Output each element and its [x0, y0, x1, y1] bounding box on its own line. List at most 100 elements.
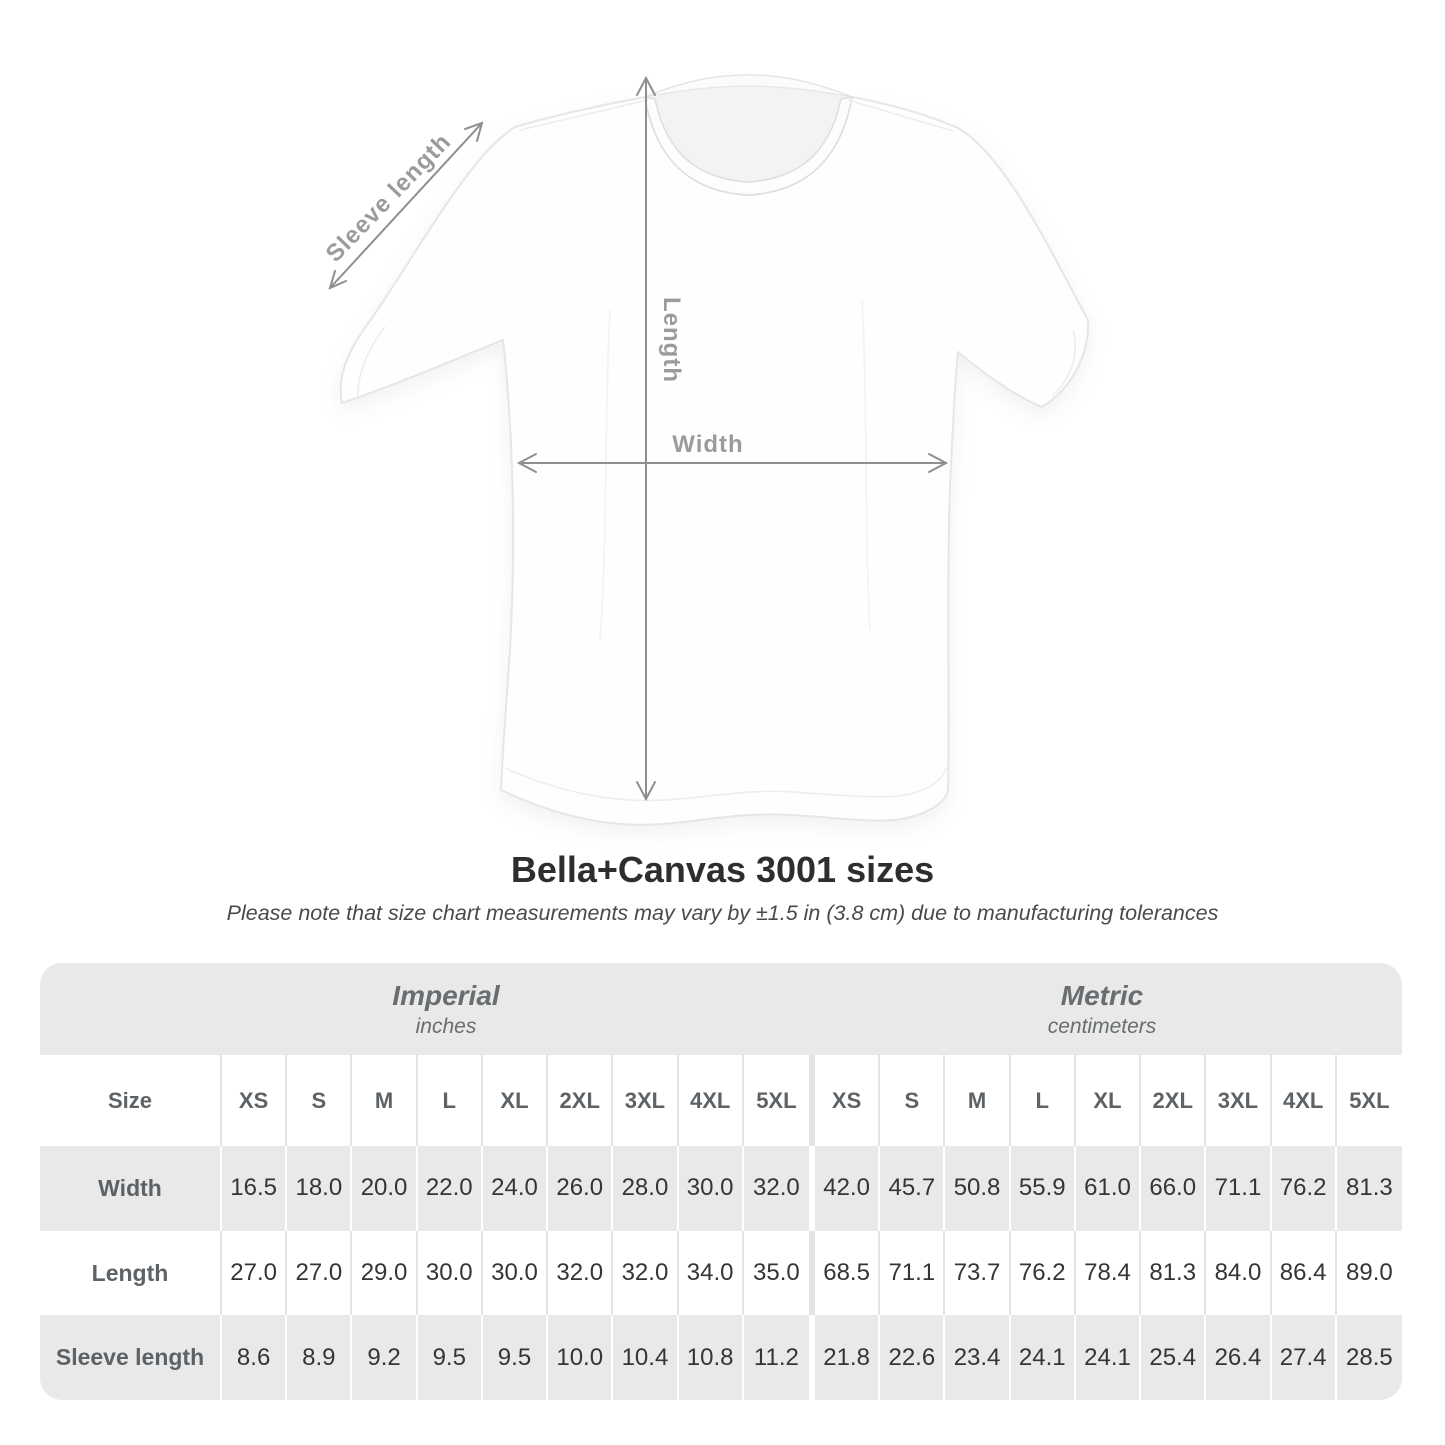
size-header-metric-2xl: 2XL: [1141, 1055, 1207, 1146]
value-cell-metric: 81.3: [1346, 1174, 1393, 1202]
value-cell-metric: 73.7: [945, 1230, 1011, 1316]
metric-label: Metric: [1060, 979, 1144, 1011]
unit-group-header-row: Imperial inches Metric centimeters: [40, 963, 1402, 1055]
fabric-wrinkle: [861, 299, 871, 631]
tolerance-note: Please note that size chart measurements…: [226, 901, 1219, 925]
value-cell-metric: 76.2: [1272, 1146, 1337, 1231]
left-cuff-stitch: [357, 326, 386, 399]
value-cell-imperial: 30.0: [418, 1230, 483, 1316]
value-cell-metric: 23.4: [945, 1315, 1011, 1400]
right-shoulder-seam: [847, 99, 954, 132]
width-arrow: [516, 453, 949, 473]
value-cell-imperial: 32.0: [753, 1174, 800, 1202]
page-title: Bella+Canvas 3001 sizes: [510, 849, 935, 890]
value-cell-metric: 66.0: [1141, 1146, 1207, 1231]
value-cell-metric: 27.4: [1272, 1315, 1337, 1400]
value-cell-metric: 45.7: [880, 1146, 946, 1231]
value-cell-imperial: 29.0: [352, 1230, 418, 1316]
size-header-imperial-4xl: 4XL: [679, 1055, 744, 1146]
fabric-wrinkle: [599, 309, 611, 641]
metric-group-header: Metric centimeters: [812, 963, 1402, 1055]
value-cell-imperial: 10.4: [613, 1315, 679, 1400]
imperial-unit: inches: [415, 1014, 477, 1038]
size-header-imperial-xl: XL: [483, 1055, 549, 1146]
value-cell-metric: 21.8: [815, 1315, 881, 1400]
value-cell-imperial: 16.5: [222, 1146, 288, 1231]
value-cell-imperial: 20.0: [352, 1146, 418, 1231]
value-cell-imperial: 9.5: [418, 1315, 483, 1400]
value-cell-metric: 68.5: [815, 1230, 881, 1316]
row-label: Sleeve length: [40, 1315, 222, 1400]
value-cell-imperial: 8.6: [222, 1315, 288, 1400]
left-shoulder-seam: [519, 99, 649, 131]
tshirt-graphic: [339, 74, 1090, 826]
value-cell-imperial: 30.0: [679, 1146, 744, 1231]
right-cuff-stitch: [1051, 329, 1076, 397]
size-header-metric-xs: XS: [815, 1055, 881, 1146]
size-header-imperial-l: L: [418, 1055, 483, 1146]
value-cell-imperial: 30.0: [483, 1230, 549, 1316]
value-cell-imperial: 35.0: [753, 1259, 800, 1286]
value-cell-metric: 24.1: [1076, 1315, 1142, 1400]
value-cell-imperial: 8.9: [287, 1315, 353, 1400]
size-header-metric-m: M: [945, 1055, 1011, 1146]
value-cell-metric: 61.0: [1076, 1146, 1142, 1231]
value-cell-metric: 55.9: [1011, 1146, 1076, 1231]
value-cell-metric: 71.1: [880, 1230, 946, 1316]
value-cell-metric: 24.1: [1011, 1315, 1076, 1400]
front-collar-band: [644, 96, 853, 196]
size-header-metric-3xl: 3XL: [1206, 1055, 1272, 1146]
value-cell-imperial: 24.0: [483, 1146, 549, 1231]
length-arrow: [636, 75, 656, 802]
value-cell-imperial: 32.0: [548, 1230, 614, 1316]
size-table: Imperial inches Metric centimeters Size X…: [40, 963, 1402, 1400]
value-cell-imperial: 18.0: [287, 1146, 353, 1231]
value-cell-metric: 89.0: [1346, 1259, 1393, 1286]
imperial-group-header: Imperial inches: [40, 963, 812, 1055]
value-cell-imperial: 32.0: [613, 1230, 679, 1316]
section-divider: [808, 1230, 815, 1316]
table-row-length: Length 27.0 27.0 29.0 30.0 30.0 32.0 32.0 34.0 35…: [40, 1230, 1402, 1316]
value-cell-imperial: 9.2: [352, 1315, 418, 1400]
value-cell-imperial: 11.2: [753, 1343, 799, 1371]
value-cell-metric: 25.4: [1141, 1315, 1207, 1400]
size-header-imperial-2xl: 2XL: [548, 1055, 614, 1146]
value-cell-metric: 76.2: [1011, 1230, 1076, 1316]
size-header-metric-s: S: [880, 1055, 946, 1146]
value-cell-metric: 28.5: [1346, 1343, 1393, 1371]
size-header-imperial-3xl: 3XL: [613, 1055, 679, 1146]
tshirt-measurement-diagram: Length Width Sleeve length: [321, 74, 1090, 826]
table-row-width: Width 16.5 18.0 20.0 22.0 24.0 26.0 28.0 30.0 32.…: [40, 1146, 1402, 1231]
section-divider: [808, 1315, 815, 1400]
row-label: Length: [40, 1230, 222, 1316]
length-dimension-label: Length: [658, 297, 685, 383]
size-header-metric-5xl: 5XL: [1349, 1087, 1390, 1113]
value-cell-imperial: 27.0: [287, 1230, 353, 1316]
size-header-row: Size XS S M L XL 2XL 3XL 4XL 5XL XS S M L XL 2XL 3XL 4XL 5…: [40, 1055, 1402, 1146]
size-header-imperial-s: S: [287, 1055, 353, 1146]
section-divider: [808, 1055, 815, 1146]
value-cell-metric: 81.3: [1141, 1230, 1207, 1316]
value-cell-metric: 22.6: [880, 1315, 946, 1400]
size-header-metric-4xl: 4XL: [1272, 1055, 1337, 1146]
size-header-metric-xl: XL: [1076, 1055, 1142, 1146]
value-cell-imperial: 28.0: [613, 1146, 679, 1231]
size-header-imperial-xs: XS: [222, 1055, 288, 1146]
size-column-header: Size: [40, 1055, 222, 1146]
value-cell-imperial: 10.8: [679, 1315, 744, 1400]
imperial-label: Imperial: [392, 979, 500, 1011]
row-label: Width: [40, 1146, 222, 1231]
hem-stitch: [504, 767, 947, 802]
sleeve-length-arrow: [328, 121, 484, 290]
value-cell-metric: 50.8: [945, 1146, 1011, 1231]
value-cell-imperial: 9.5: [483, 1315, 549, 1400]
tshirt-outline: [339, 96, 1090, 826]
value-cell-metric: 26.4: [1206, 1315, 1272, 1400]
value-cell-metric: 86.4: [1272, 1230, 1337, 1316]
value-cell-imperial: 26.0: [548, 1146, 614, 1231]
size-header-imperial-m: M: [352, 1055, 418, 1146]
value-cell-metric: 78.4: [1076, 1230, 1142, 1316]
table-row-sleeve-length: Sleeve length 8.6 8.9 9.2 9.5 9.5 10.0 10.4 10.8…: [40, 1315, 1402, 1400]
value-cell-imperial: 34.0: [679, 1230, 744, 1316]
